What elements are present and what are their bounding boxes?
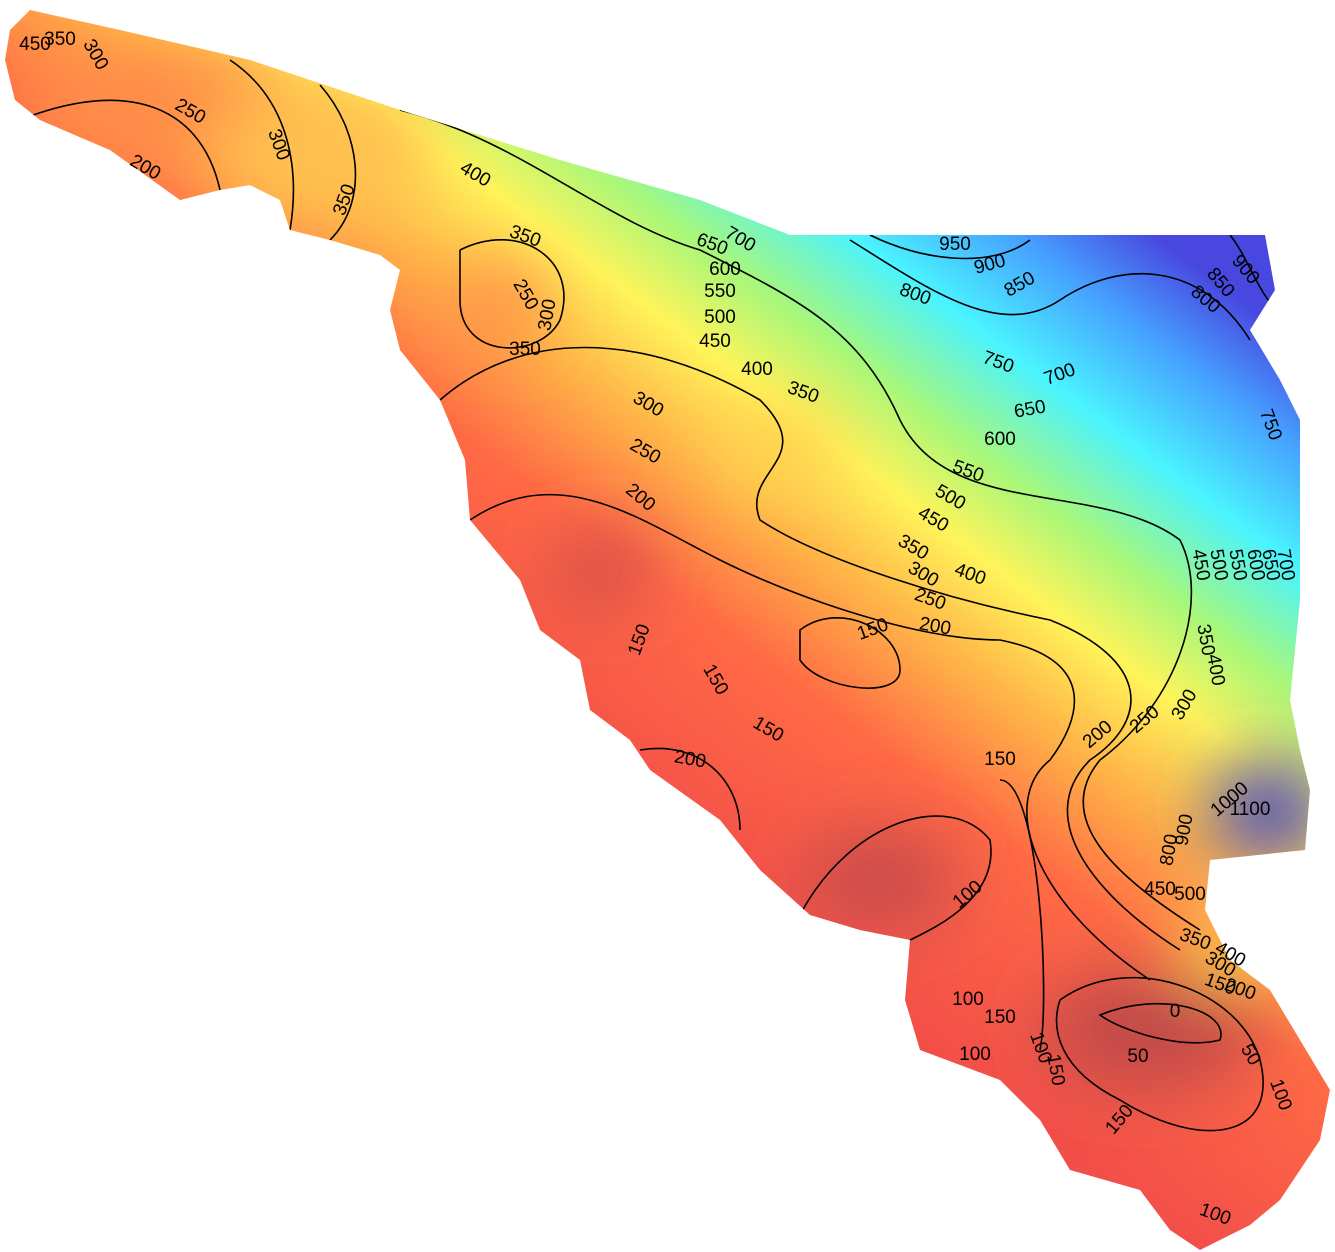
contour-label: 1100 [1230,799,1271,820]
contour-label: 450 [1144,879,1176,900]
contour-label: 500 [704,307,736,328]
contour-label: 600 [709,259,741,280]
contour-label: 950 [939,234,971,255]
contour-label: 100 [959,1044,991,1065]
contour-label: 350 [509,339,541,360]
contour-label: 600 [984,429,1016,450]
contour-label: 50 [1127,1046,1148,1067]
contour-label: 550 [704,281,736,302]
contour-label: 0 [1170,1001,1181,1022]
contour-label: 350 [44,29,76,50]
contour-label: 400 [741,359,773,380]
contour-label: 100 [952,989,984,1010]
contour-label: 450 [19,34,51,55]
contour-label: 450 [699,331,731,352]
contour-label: 500 [1174,884,1206,905]
contour-label: 150 [984,1007,1016,1028]
contour-label: 150 [984,749,1016,770]
